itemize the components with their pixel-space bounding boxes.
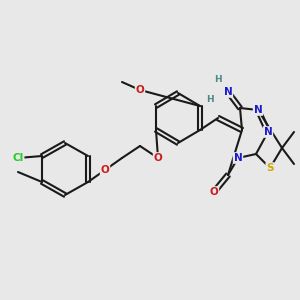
Text: O: O bbox=[154, 153, 162, 163]
Text: O: O bbox=[210, 187, 218, 197]
Text: H: H bbox=[206, 95, 214, 104]
Text: N: N bbox=[224, 87, 232, 97]
Text: O: O bbox=[136, 85, 144, 95]
Text: N: N bbox=[264, 127, 272, 137]
Text: Cl: Cl bbox=[12, 153, 24, 163]
Text: N: N bbox=[234, 153, 242, 163]
Text: S: S bbox=[266, 163, 274, 173]
Text: N: N bbox=[254, 105, 262, 115]
Text: O: O bbox=[100, 165, 109, 175]
Text: H: H bbox=[214, 76, 222, 85]
